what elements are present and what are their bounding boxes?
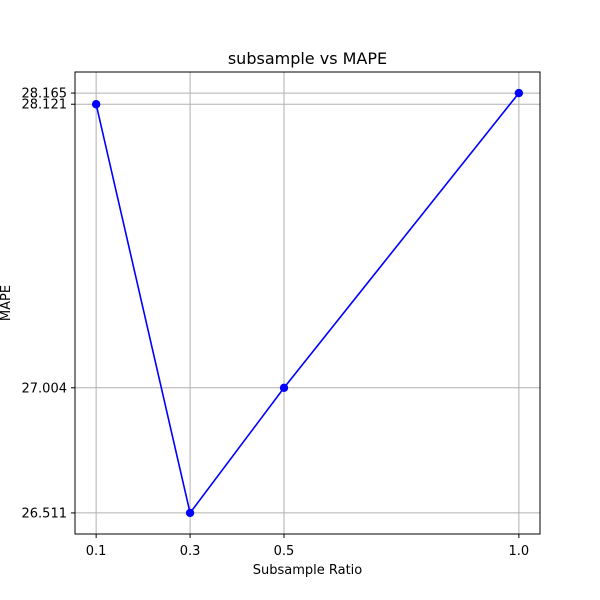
y-tick-label: 28.165	[22, 87, 68, 102]
plot-area-frame	[74, 71, 541, 535]
data-series	[91, 88, 524, 518]
x-tick-label: 0.3	[180, 544, 201, 559]
y-axis-label: MAPE	[0, 285, 14, 321]
y-tick-label: 27.004	[22, 381, 68, 396]
y-tick-label: 26.511	[22, 506, 68, 521]
chart-title: subsample vs MAPE	[228, 49, 387, 68]
x-tick-label: 0.5	[274, 544, 295, 559]
data-point	[91, 100, 101, 109]
x-axis-label: Subsample Ratio	[253, 563, 363, 578]
data-point	[279, 383, 289, 392]
grid-lines	[75, 72, 540, 534]
series-line	[95, 92, 520, 515]
x-tick-label: 1.0	[509, 544, 530, 559]
data-point	[185, 508, 195, 518]
x-tick-label: 0.1	[86, 544, 107, 559]
y-tick-label: 28.121	[22, 98, 68, 113]
data-point	[514, 88, 524, 98]
